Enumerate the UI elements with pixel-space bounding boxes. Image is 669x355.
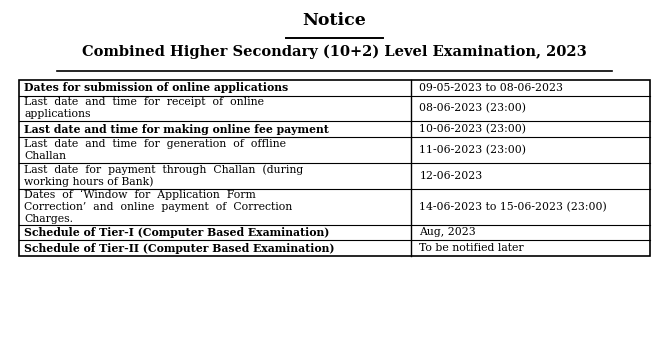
Text: Last  date  and  time  for  receipt  of  online
applications: Last date and time for receipt of online… (24, 98, 264, 119)
Text: Notice: Notice (302, 12, 367, 29)
Text: Schedule of Tier-I (Computer Based Examination): Schedule of Tier-I (Computer Based Exami… (24, 227, 329, 238)
Text: Last date and time for making online fee payment: Last date and time for making online fee… (24, 124, 329, 135)
Text: 08-06-2023 (23:00): 08-06-2023 (23:00) (419, 103, 527, 114)
Text: 14-06-2023 to 15-06-2023 (23:00): 14-06-2023 to 15-06-2023 (23:00) (419, 201, 607, 212)
Text: Schedule of Tier-II (Computer Based Examination): Schedule of Tier-II (Computer Based Exam… (24, 242, 334, 253)
Bar (19, 80, 650, 256)
Text: 11-06-2023 (23:00): 11-06-2023 (23:00) (419, 145, 527, 155)
Text: Dates for submission of online applications: Dates for submission of online applicati… (24, 82, 288, 93)
Text: Last  date  and  time  for  generation  of  offline
Challan: Last date and time for generation of off… (24, 139, 286, 161)
Text: 12-06-2023: 12-06-2023 (419, 171, 483, 181)
Text: Aug, 2023: Aug, 2023 (419, 228, 476, 237)
Text: Last  date  for  payment  through  Challan  (during
working hours of Bank): Last date for payment through Challan (d… (24, 164, 303, 187)
Text: To be notified later: To be notified later (419, 243, 524, 253)
Text: Combined Higher Secondary (10+2) Level Examination, 2023: Combined Higher Secondary (10+2) Level E… (82, 44, 587, 59)
Text: 09-05-2023 to 08-06-2023: 09-05-2023 to 08-06-2023 (419, 83, 563, 93)
Text: 10-06-2023 (23:00): 10-06-2023 (23:00) (419, 124, 527, 134)
Text: Dates  of  ‘Window  for  Application  Form
Correction’  and  online  payment  of: Dates of ‘Window for Application Form Co… (24, 189, 292, 224)
